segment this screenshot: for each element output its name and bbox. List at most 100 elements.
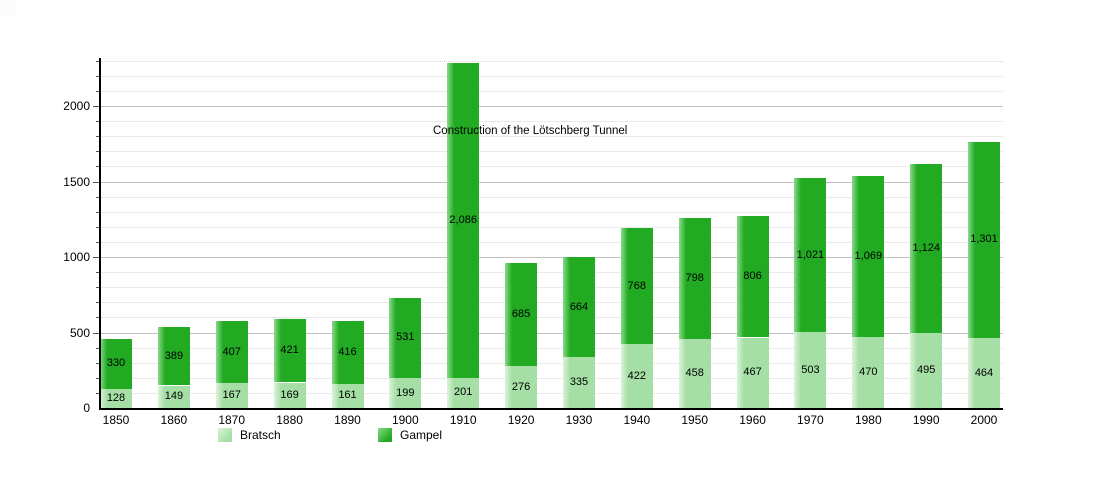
minor-gridline-200 bbox=[100, 377, 1003, 379]
bar-segment-bratsch-1980 bbox=[852, 337, 885, 408]
y-tick-label-1500: 1500 bbox=[63, 174, 90, 189]
bar-segment-gampel-1930 bbox=[563, 257, 595, 358]
legend-swatch-gampel bbox=[378, 428, 392, 442]
major-gridline-500 bbox=[100, 332, 1003, 334]
y-tick-1500 bbox=[93, 181, 100, 183]
value-label-gampel-1980: 1,069 bbox=[854, 249, 883, 262]
bar-segment-gampel-1850 bbox=[100, 338, 132, 389]
value-label-bratsch-1890: 161 bbox=[338, 389, 357, 402]
y-axis-line bbox=[99, 58, 101, 410]
y-tick-100 bbox=[96, 392, 100, 394]
value-label-gampel-1950: 798 bbox=[685, 272, 704, 285]
value-label-bratsch-1920: 276 bbox=[511, 380, 531, 393]
legend-label-gampel: Gampel bbox=[400, 428, 443, 442]
y-tick-label-500: 500 bbox=[69, 325, 90, 340]
y-tick-200 bbox=[96, 377, 100, 379]
x-tick-label-1890: 1890 bbox=[334, 413, 361, 427]
value-label-bratsch-1910: 201 bbox=[454, 386, 473, 399]
y-tick-500 bbox=[93, 332, 100, 334]
bar-segment-gampel-1860 bbox=[157, 326, 190, 386]
bar-segment-bratsch-1970 bbox=[794, 332, 827, 408]
bar-segment-gampel-1920 bbox=[505, 262, 538, 367]
x-tick-label-1950: 1950 bbox=[681, 413, 709, 427]
major-gridline-1500 bbox=[100, 181, 1003, 183]
x-tick-label-1870: 1870 bbox=[218, 413, 246, 427]
value-label-gampel-1930: 664 bbox=[569, 300, 589, 313]
value-label-bratsch-1850: 128 bbox=[106, 391, 126, 404]
minor-gridline-1400 bbox=[100, 196, 1003, 198]
minor-gridline-800 bbox=[100, 287, 1003, 289]
x-axis-line bbox=[99, 408, 1003, 410]
value-label-bratsch-1900: 199 bbox=[396, 386, 415, 399]
minor-gridline-1300 bbox=[100, 211, 1003, 213]
minor-gridline-1600 bbox=[100, 166, 1003, 168]
value-label-bratsch-1940: 422 bbox=[627, 369, 646, 382]
value-label-bratsch-1970: 503 bbox=[801, 363, 820, 376]
bar-segment-gampel-1910 bbox=[447, 62, 480, 378]
minor-gridline-1700 bbox=[100, 151, 1003, 153]
y-tick-1000 bbox=[93, 257, 100, 258]
value-label-bratsch-1980: 470 bbox=[859, 366, 878, 378]
bar-segment-gampel-1950 bbox=[678, 218, 711, 339]
x-tick-label-1860: 1860 bbox=[160, 413, 188, 427]
legend-label-bratsch: Bratsch bbox=[240, 428, 281, 442]
bar-segment-gampel-1990 bbox=[910, 163, 943, 334]
y-tick-800 bbox=[96, 287, 100, 289]
y-tick-1800 bbox=[96, 136, 100, 138]
value-label-bratsch-2000: 464 bbox=[974, 366, 994, 379]
bar-segment-bratsch-1990 bbox=[910, 333, 943, 408]
value-label-bratsch-1950: 458 bbox=[685, 366, 704, 379]
bar-segment-gampel-1890 bbox=[331, 320, 364, 384]
y-tick-1600 bbox=[96, 166, 100, 168]
bar-segment-bratsch-1910 bbox=[447, 377, 480, 408]
legend: Bratsch Gampel bbox=[0, 428, 1100, 444]
y-tick-300 bbox=[96, 362, 100, 364]
minor-gridline-600 bbox=[100, 317, 1003, 319]
value-label-bratsch-1860: 149 bbox=[164, 390, 184, 403]
value-label-bratsch-1960: 467 bbox=[743, 366, 762, 379]
minor-gridline-1200 bbox=[100, 226, 1003, 228]
bar-segment-gampel-1880 bbox=[273, 318, 306, 383]
x-tick-label-1960: 1960 bbox=[739, 413, 766, 427]
value-label-gampel-1990: 1,124 bbox=[912, 241, 940, 254]
y-tick-700 bbox=[96, 302, 100, 304]
x-tick-label-1970: 1970 bbox=[797, 413, 824, 427]
bar-segment-bratsch-2000 bbox=[968, 337, 1000, 408]
value-label-gampel-1870: 407 bbox=[222, 345, 241, 358]
x-tick-label-1900: 1900 bbox=[391, 413, 419, 427]
value-label-gampel-1850: 330 bbox=[106, 357, 126, 370]
x-tick-label-1920: 1920 bbox=[507, 413, 535, 427]
value-label-gampel-1880: 421 bbox=[280, 344, 299, 357]
y-tick-1700 bbox=[96, 151, 100, 153]
y-tick-1400 bbox=[96, 196, 100, 198]
bar-segment-bratsch-1890 bbox=[331, 383, 364, 408]
x-tick-label-1880: 1880 bbox=[276, 413, 303, 427]
legend-swatch-bratsch bbox=[218, 428, 232, 442]
x-tick-label-1980: 1980 bbox=[854, 413, 882, 427]
bar-segment-bratsch-1920 bbox=[505, 366, 538, 408]
x-tick-label-2000: 2000 bbox=[970, 413, 998, 427]
value-label-gampel-1960: 806 bbox=[743, 270, 762, 283]
bar-segment-bratsch-1880 bbox=[273, 382, 306, 408]
x-tick-label-1930: 1930 bbox=[565, 413, 593, 427]
y-tick-2300 bbox=[96, 60, 100, 62]
annotation-lotschberg-tunnel: Construction of the Lötschberg Tunnel bbox=[433, 125, 628, 137]
minor-gridline-1900 bbox=[100, 121, 1003, 123]
corner-artifact bbox=[0, 0, 16, 16]
y-tick-900 bbox=[96, 272, 100, 274]
value-label-gampel-1940: 768 bbox=[627, 279, 646, 292]
bar-segment-gampel-1900 bbox=[389, 297, 422, 378]
bar-segment-bratsch-1900 bbox=[389, 378, 422, 408]
major-gridline-2000 bbox=[100, 106, 1003, 107]
x-tick-label-1940: 1940 bbox=[623, 413, 651, 427]
bar-segment-bratsch-1940 bbox=[620, 344, 653, 408]
bar-segment-bratsch-1950 bbox=[678, 338, 711, 408]
y-tick-1900 bbox=[96, 121, 100, 123]
value-label-gampel-1860: 389 bbox=[164, 349, 184, 362]
y-tick-label-2000: 2000 bbox=[63, 99, 90, 113]
bar-segment-gampel-1980 bbox=[852, 175, 885, 337]
minor-gridline-700 bbox=[100, 302, 1003, 304]
value-label-bratsch-1870: 167 bbox=[222, 388, 241, 401]
value-label-bratsch-1930: 335 bbox=[569, 376, 589, 389]
